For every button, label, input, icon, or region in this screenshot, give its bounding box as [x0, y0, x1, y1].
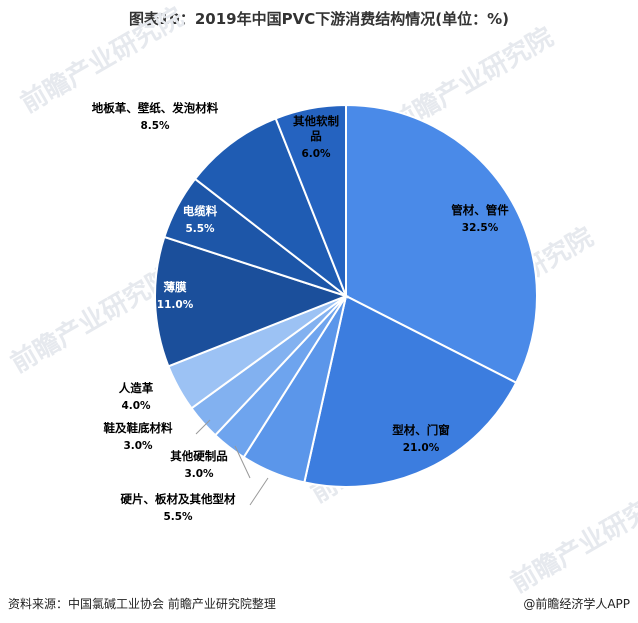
slice-label: 管材、管件: [451, 203, 509, 217]
slice-label: 人造革: [119, 381, 154, 395]
slice-label: 鞋及鞋底材料: [104, 421, 173, 435]
pie-slice: [345, 103, 538, 385]
slice-label: 其他软制: [293, 114, 339, 128]
slice-label: 品: [310, 129, 322, 143]
leader-line: [234, 445, 251, 479]
slice-label: 硬片、板材及其他型材: [121, 492, 236, 506]
slice-value-label: 32.5%: [462, 222, 499, 234]
leader-line: [195, 419, 211, 435]
leader-line: [249, 477, 269, 506]
slice-value-label: 11.0%: [157, 299, 194, 311]
slice-value-label: 5.5%: [185, 223, 215, 235]
brand-credit: @前瞻经济学人APP: [523, 597, 630, 611]
slice-value-label: 3.0%: [123, 440, 153, 452]
chart-title: 图表10：2019年中国PVC下游消费结构情况(单位：%): [129, 10, 509, 28]
slice-value-label: 5.5%: [163, 511, 193, 523]
slice-label: 其他硬制品: [170, 449, 228, 463]
slice-value-label: 8.5%: [140, 120, 170, 132]
slice-value-label: 4.0%: [121, 400, 151, 412]
pie-slice: [274, 103, 347, 297]
pie-slice: [303, 294, 518, 488]
pie-slice: [154, 235, 349, 368]
slice-label: 型材、门窗: [392, 423, 450, 437]
slice-label: 电缆料: [183, 204, 218, 218]
slice-label: 薄膜: [164, 280, 187, 294]
pie-slice: [193, 117, 349, 300]
slice-label: 地板革、壁纸、发泡材料: [92, 101, 219, 115]
slice-value-label: 6.0%: [301, 148, 331, 160]
slice-value-label: 3.0%: [184, 468, 214, 480]
source-note: 资料来源：中国氯碱工业协会 前瞻产业研究院整理: [8, 597, 276, 611]
slice-value-label: 21.0%: [403, 442, 440, 454]
